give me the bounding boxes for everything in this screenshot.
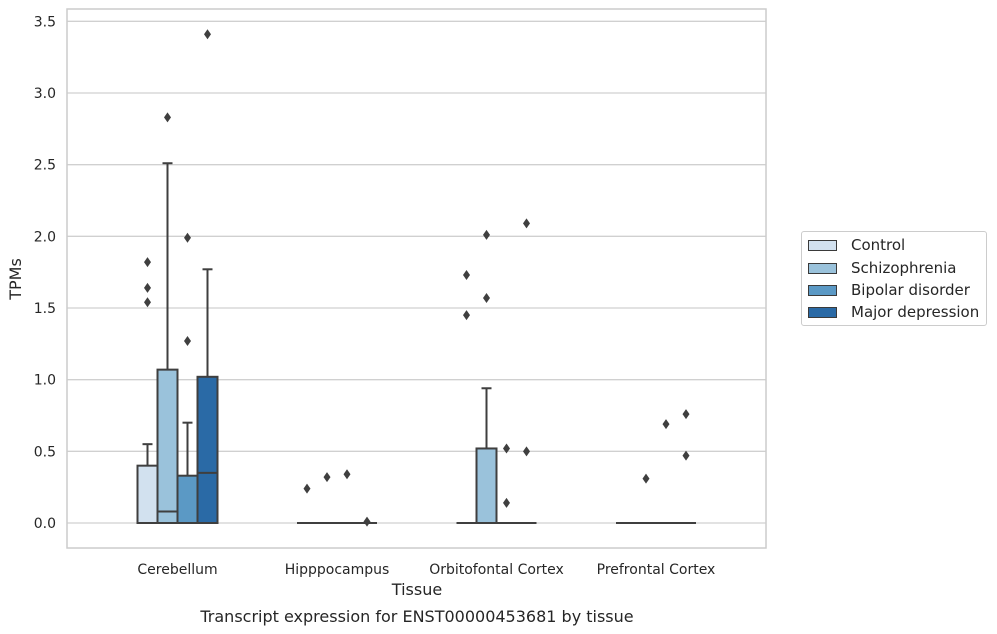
box-3-1 bbox=[636, 473, 656, 524]
outlier-point bbox=[483, 292, 490, 303]
box-2-0 bbox=[456, 270, 477, 524]
plot-area-frame bbox=[66, 8, 767, 549]
legend-swatch-schizophrenia bbox=[808, 262, 837, 274]
x-axis-label: Tissue bbox=[391, 580, 442, 599]
box-iqr bbox=[156, 368, 179, 524]
box-1-2 bbox=[337, 469, 357, 524]
outlier-point bbox=[164, 112, 171, 123]
legend-item-schizophrenia: Schizophrenia bbox=[808, 258, 956, 278]
y-tick-label: 1.0 bbox=[34, 373, 56, 389]
box-iqr bbox=[475, 447, 498, 525]
x-tick-label: Orbitofontal Cortex bbox=[429, 562, 564, 578]
legend-label-control: Control bbox=[851, 236, 906, 254]
y-tick-label: 0.5 bbox=[34, 444, 56, 460]
box-0-3 bbox=[196, 29, 219, 524]
box-1-0 bbox=[297, 483, 317, 524]
box-1-1 bbox=[317, 472, 337, 524]
y-tick-label: 2.5 bbox=[34, 158, 56, 174]
grid-lines bbox=[67, 20, 766, 524]
legend-label-bipolar-disorder: Bipolar disorder bbox=[851, 281, 970, 299]
y-tick-label: 2.0 bbox=[34, 229, 56, 245]
y-tick-label: 3.0 bbox=[34, 86, 56, 102]
outlier-point bbox=[682, 450, 690, 461]
outlier-point bbox=[184, 335, 191, 346]
y-axis-ticks: 0.0 0.5 1.0 1.5 2.0 2.5 3.0 3.5 bbox=[34, 14, 56, 532]
outlier-point bbox=[463, 310, 470, 321]
outlier-point bbox=[682, 409, 690, 420]
legend-swatch-control bbox=[808, 239, 837, 251]
outlier-point bbox=[503, 443, 510, 454]
box-iqr bbox=[196, 375, 219, 524]
box-0-0 bbox=[136, 257, 159, 524]
outlier-point bbox=[144, 297, 151, 308]
box-0-2 bbox=[176, 232, 199, 525]
outlier-point bbox=[662, 419, 670, 430]
legend-swatch-major-depression bbox=[808, 306, 837, 318]
outlier-point bbox=[363, 516, 371, 527]
box-1-3 bbox=[357, 516, 377, 527]
box-0-1 bbox=[156, 112, 179, 524]
box-2-2 bbox=[496, 443, 517, 524]
x-tick-label: Cerebellum bbox=[137, 562, 217, 578]
legend-swatch-bipolar-disorder bbox=[808, 284, 837, 296]
legend-item-control: Control bbox=[808, 235, 905, 255]
outlier-point bbox=[523, 446, 530, 457]
box-iqr bbox=[176, 474, 199, 525]
legend-item-bipolar-disorder: Bipolar disorder bbox=[808, 280, 970, 300]
outlier-point bbox=[463, 270, 470, 281]
outlier-point bbox=[323, 472, 331, 483]
x-tick-label: Prefrontal Cortex bbox=[597, 562, 716, 578]
legend-label-major-depression: Major depression bbox=[851, 303, 980, 321]
box-3-2 bbox=[656, 419, 676, 524]
outlier-point bbox=[503, 497, 510, 508]
outlier-point bbox=[144, 282, 151, 293]
y-tick-label: 0.0 bbox=[34, 516, 56, 532]
legend-item-major-depression: Major depression bbox=[808, 302, 979, 322]
box-2-3 bbox=[516, 218, 537, 524]
outlier-point bbox=[184, 232, 191, 243]
outlier-point bbox=[204, 29, 211, 40]
box-2-1 bbox=[475, 229, 498, 525]
y-tick-label: 1.5 bbox=[34, 301, 56, 317]
outlier-point bbox=[483, 229, 490, 240]
legend-label-schizophrenia: Schizophrenia bbox=[851, 259, 957, 277]
chart-caption: Transcript expression for ENST0000045368… bbox=[199, 607, 633, 626]
y-tick-label: 3.5 bbox=[34, 14, 56, 30]
outlier-point bbox=[303, 483, 311, 494]
outlier-point bbox=[343, 469, 351, 480]
outlier-point bbox=[144, 257, 151, 268]
outlier-point bbox=[523, 218, 530, 229]
x-tick-label: Hipppocampus bbox=[285, 562, 390, 578]
box-iqr bbox=[136, 464, 159, 524]
box-3-3 bbox=[676, 409, 696, 524]
outlier-point bbox=[642, 473, 650, 484]
chart-legend: Control Schizophrenia Bipolar disorder M… bbox=[801, 231, 987, 326]
y-axis-label: TPMs bbox=[6, 258, 25, 301]
box-series bbox=[136, 29, 696, 527]
x-axis-ticks: Cerebellum Hipppocampus Orbitofontal Corte… bbox=[137, 562, 715, 578]
